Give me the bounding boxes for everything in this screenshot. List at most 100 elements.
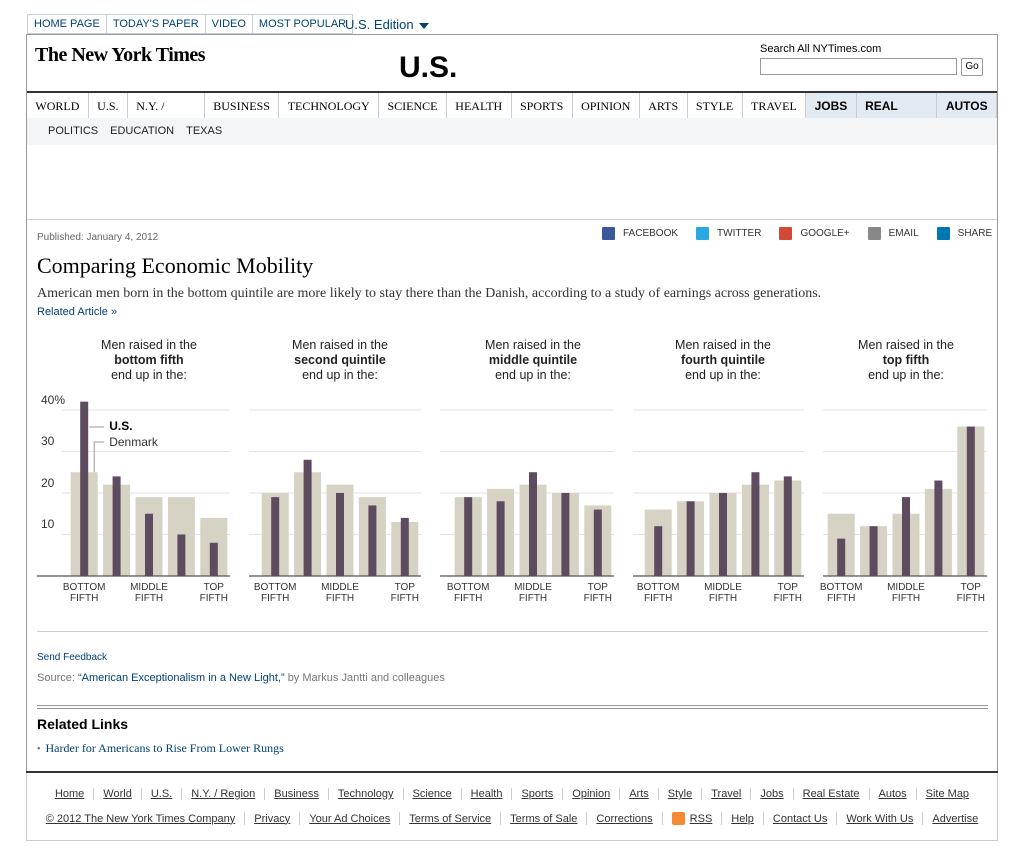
- footer-link[interactable]: Help: [721, 812, 763, 825]
- related-link[interactable]: Harder for Americans to Rise From Lower …: [45, 741, 284, 755]
- footer-link[interactable]: Real Estate: [792, 788, 869, 800]
- top-nav: HOME PAGE TODAY'S PAPER VIDEO MOST POPULAR: [27, 14, 354, 34]
- section-link[interactable]: WORLD: [27, 93, 89, 119]
- section-link[interactable]: SCIENCE: [379, 93, 447, 119]
- top-nav-link[interactable]: HOME PAGE: [27, 14, 107, 34]
- footer-link[interactable]: Privacy: [244, 812, 299, 825]
- share-label[interactable]: SHARE: [957, 228, 993, 239]
- share-label[interactable]: FACEBOOK: [623, 228, 679, 239]
- footer-link-text[interactable]: Privacy: [254, 812, 291, 825]
- footer-link-text[interactable]: Terms of Sale: [510, 812, 578, 825]
- edition[interactable]: U.S. Edition: [345, 17, 429, 32]
- section-link[interactable]: HEALTH: [447, 93, 512, 119]
- legend-label: Denmark: [109, 435, 158, 449]
- section-link[interactable]: BUSINESS: [205, 93, 280, 119]
- divider: [27, 219, 997, 220]
- feedback[interactable]: Send Feedback: [37, 652, 108, 663]
- footer-link[interactable]: Home: [54, 788, 85, 800]
- footer-link[interactable]: World: [93, 788, 141, 800]
- x-tick-label: BOTTOM FIFTH: [446, 582, 490, 604]
- footer-link[interactable]: Your Ad Choices: [299, 812, 399, 825]
- section-link[interactable]: TECHNOLOGY: [279, 93, 380, 119]
- section-link[interactable]: STYLE: [688, 93, 743, 119]
- footer-link-text[interactable]: Corrections: [596, 812, 653, 825]
- share-item[interactable]: FACEBOOK: [602, 227, 678, 240]
- x-tick-label: TOP FIFTH: [956, 582, 985, 604]
- footer-link[interactable]: Technology: [327, 788, 403, 800]
- section-link[interactable]: TRAVEL: [743, 93, 807, 119]
- footer-link[interactable]: Autos: [868, 788, 916, 800]
- footer-link[interactable]: Arts: [619, 788, 658, 800]
- top-nav-link[interactable]: MOST POPULAR: [251, 14, 354, 34]
- footer-link[interactable]: Sports: [511, 788, 562, 800]
- source-link[interactable]: “American Exceptionalism in a New Light,…: [77, 672, 285, 684]
- footer-link[interactable]: Contact Us: [762, 812, 836, 825]
- share-label[interactable]: GOOGLE+: [800, 228, 850, 239]
- top-nav-link[interactable]: TODAY'S PAPER: [105, 14, 206, 34]
- section-link[interactable]: AUTOS: [937, 93, 997, 119]
- footer-link[interactable]: Opinion: [562, 788, 619, 800]
- footer-link[interactable]: U.S.: [140, 788, 181, 800]
- footer-link[interactable]: Jobs: [750, 788, 792, 800]
- panel-title: Men raised in the middle quintile end up i…: [448, 338, 618, 383]
- share-label[interactable]: EMAIL: [888, 228, 919, 239]
- share-label[interactable]: TWITTER: [717, 228, 762, 239]
- related-article[interactable]: Related Article »: [37, 306, 118, 318]
- footer-link[interactable]: Terms of Sale: [500, 812, 586, 825]
- section-link[interactable]: ARTS: [640, 93, 688, 119]
- top-nav-link[interactable]: VIDEO: [204, 14, 253, 34]
- divider: [37, 631, 988, 632]
- panel-title: Men raised in the top fifth end up in the:: [821, 338, 991, 383]
- footer-link[interactable]: Site Map: [915, 788, 978, 800]
- logo[interactable]: The New York Times: [35, 44, 206, 66]
- section-link[interactable]: N.Y. / REGION: [128, 93, 205, 139]
- footer-link[interactable]: © 2012 The New York Times Company: [37, 812, 245, 825]
- share-item[interactable]: GOOGLE+: [779, 227, 850, 240]
- headline: Comparing Economic Mobility: [37, 253, 314, 278]
- footer-link[interactable]: N.Y. / Region: [181, 788, 264, 800]
- share-icon: [867, 227, 881, 240]
- share-item[interactable]: EMAIL: [867, 227, 919, 240]
- share-item[interactable]: SHARE: [936, 227, 993, 240]
- footer-link-text[interactable]: © 2012 The New York Times Company: [45, 812, 236, 825]
- footer-link[interactable]: Science: [402, 788, 461, 800]
- section-link[interactable]: JOBS: [806, 93, 857, 119]
- subsection-link[interactable]: POLITICS: [48, 125, 99, 137]
- share-icon: [602, 227, 615, 240]
- related-links: • Harder for Americans to Rise From Lower…: [37, 741, 284, 756]
- footer-link[interactable]: Business: [264, 788, 328, 800]
- footer-link-text[interactable]: Advertise: [932, 812, 979, 825]
- section-link[interactable]: SPORTS: [512, 93, 573, 119]
- subsection-link[interactable]: TEXAS: [186, 125, 223, 137]
- footer-link-text[interactable]: Work With Us: [846, 812, 914, 825]
- search-button[interactable]: Go: [961, 58, 983, 76]
- share-item[interactable]: TWITTER: [696, 227, 761, 240]
- section-link[interactable]: OPINION: [573, 93, 640, 119]
- footer-link-text[interactable]: Contact Us: [772, 812, 828, 825]
- footer-link-text[interactable]: RSS: [689, 812, 713, 825]
- published: Published: January 4, 2012: [37, 232, 159, 243]
- search-input[interactable]: [760, 58, 957, 75]
- section-link[interactable]: U.S.: [89, 93, 128, 119]
- footer-link[interactable]: Travel: [701, 788, 750, 800]
- footer-link[interactable]: RSS: [661, 812, 722, 825]
- subsection-link[interactable]: EDUCATION: [110, 125, 175, 137]
- section-link[interactable]: REAL ESTATE: [856, 93, 938, 139]
- footer-link[interactable]: Advertise: [922, 812, 987, 825]
- footer-link[interactable]: Health: [460, 788, 512, 800]
- x-tick-label: MIDDLE FIFTH: [704, 582, 742, 604]
- edition-label[interactable]: U.S. Edition: [345, 17, 414, 32]
- summary: American men born in the bottom quintile…: [37, 286, 822, 301]
- x-tick-label: MIDDLE FIFTH: [514, 582, 552, 604]
- panel-title: Men raised in the bottom fifth end up in t…: [64, 338, 234, 383]
- panel-title-group: second quintile: [294, 353, 386, 367]
- footer-link[interactable]: Style: [657, 788, 701, 800]
- footer-link-text[interactable]: Help: [731, 812, 754, 825]
- related-item[interactable]: • Harder for Americans to Rise From Lower…: [37, 741, 284, 756]
- footer-link[interactable]: Terms of Service: [399, 812, 500, 825]
- footer-link-text[interactable]: Terms of Service: [409, 812, 492, 825]
- footer-link[interactable]: Corrections: [586, 812, 661, 825]
- footer-link[interactable]: Work With Us: [836, 812, 922, 825]
- source-prefix: Source:: [37, 672, 75, 684]
- footer-link-text[interactable]: Your Ad Choices: [309, 812, 391, 825]
